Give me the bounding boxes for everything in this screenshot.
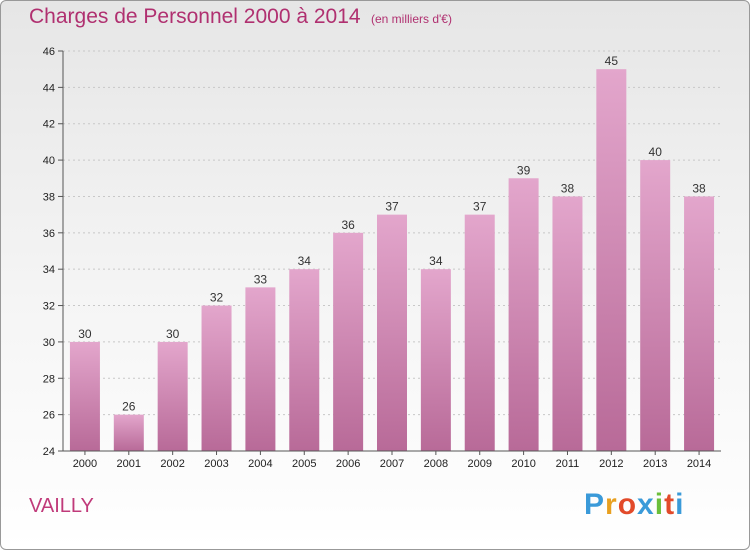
data-label-2003: 32 [210,291,224,305]
chart-subtitle: (en milliers d'€) [371,12,452,26]
data-label-2011: 38 [561,181,575,195]
x-tick-label-2013: 2013 [643,458,667,470]
x-tick-label-2000: 2000 [73,458,97,470]
y-tick-label: 40 [43,155,55,167]
logo-letter: i [675,488,685,521]
bar-2009 [464,214,495,451]
bar-2005 [289,269,320,451]
data-label-2005: 34 [298,254,312,268]
x-tick-label-2006: 2006 [336,458,360,470]
proxiti-logo: Proxiti [584,488,684,522]
y-tick-label: 36 [43,228,55,240]
y-tick-label: 28 [43,373,55,385]
x-tick-label-2011: 2011 [556,458,580,470]
bar-2010 [508,178,539,452]
y-tick-label: 26 [43,410,55,422]
data-label-2004: 33 [254,272,268,286]
y-tick-label: 44 [43,82,55,94]
bar-2003 [201,305,232,451]
data-label-2014: 38 [692,181,706,195]
y-tick-label: 34 [43,264,55,276]
y-tick-label: 24 [43,446,55,458]
bar-2000 [69,341,100,451]
bar-2002 [157,341,188,451]
data-label-2000: 30 [78,327,92,341]
y-tick-label: 42 [43,119,55,131]
data-label-2006: 36 [341,218,355,232]
x-tick-label-2005: 2005 [292,458,316,470]
logo-letter: P [584,488,606,521]
x-tick-label-2014: 2014 [687,458,711,470]
x-tick-label-2003: 2003 [204,458,228,470]
x-tick-label-2009: 2009 [467,458,491,470]
x-tick-label-2012: 2012 [599,458,623,470]
bar-2012 [596,69,627,451]
place-name: VAILLY [29,495,94,517]
logo-letter: x [637,488,655,521]
x-tick-label-2002: 2002 [160,458,184,470]
y-tick-label: 46 [43,46,55,58]
bar-2011 [552,196,583,451]
axes [58,50,721,455]
bars [69,69,715,452]
bar-2007 [377,214,407,451]
logo-letter: i [654,488,665,521]
logo-letter: r [605,488,618,521]
data-label-2008: 34 [429,254,443,268]
y-tick-label: 32 [43,301,55,313]
bar-2013 [640,160,671,451]
data-label-2010: 39 [517,163,531,177]
data-label-2007: 37 [385,200,399,214]
bar-2008 [420,269,451,451]
data-label-2002: 30 [166,327,180,341]
x-tick-label-2010: 2010 [511,458,535,470]
logo-letter: t [664,488,676,521]
y-tick-label: 30 [43,337,55,349]
x-tick-label-2007: 2007 [380,458,404,470]
data-label-2009: 37 [473,200,487,214]
y-tick-label: 38 [43,191,55,203]
bar-2001 [113,414,144,451]
labels: 24 26 28 30 32 34 36 38 40 42 44 46 30 2000 26 2001 30 20… [43,46,712,470]
bar-2014 [684,196,715,451]
data-label-2001: 26 [122,400,136,414]
logo-letter: o [617,488,638,521]
x-tick-label-2004: 2004 [248,458,272,470]
x-tick-label-2001: 2001 [117,458,141,470]
bar-2006 [333,232,364,451]
bar-2004 [245,287,276,451]
data-label-2013: 40 [649,145,663,159]
data-label-2012: 45 [605,54,619,68]
x-tick-label-2008: 2008 [424,458,448,470]
chart-title: Charges de Personnel 2000 à 2014 [29,5,361,28]
